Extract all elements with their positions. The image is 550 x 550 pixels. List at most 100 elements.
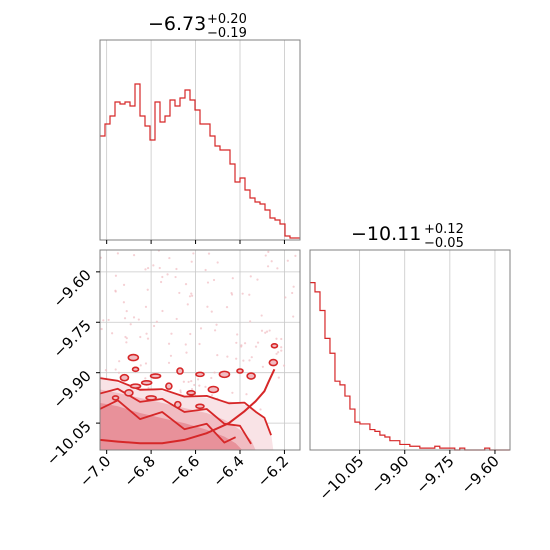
scatter-point: [144, 305, 148, 308]
scatter-point: [235, 357, 238, 360]
param2-title-minus: −0.05: [424, 236, 464, 251]
scatter-point: [146, 288, 149, 291]
scatter-point: [256, 278, 259, 281]
scatter-point: [245, 393, 248, 396]
joint-y-tick-label: −10.05: [43, 417, 95, 469]
joint-y-tick-label: −9.90: [50, 367, 95, 412]
scatter-point: [122, 301, 125, 304]
scatter-point: [144, 377, 147, 380]
scatter-point: [125, 341, 128, 344]
contour-island: [111, 395, 120, 401]
scatter-point: [185, 351, 188, 354]
scatter-point: [187, 380, 190, 384]
scatter-point: [186, 303, 189, 306]
scatter-point: [167, 361, 171, 364]
scatter-point: [270, 260, 273, 263]
scatter-point: [116, 252, 119, 255]
scatter-point: [166, 273, 169, 276]
histogram2-step-line: [310, 282, 510, 451]
scatter-point: [118, 360, 121, 363]
param2-title: −10.11: [351, 223, 421, 245]
histogram2-tick-label: −9.60: [458, 452, 503, 497]
scatter-point: [125, 310, 128, 313]
joint-x-tick-label: −7.0: [76, 452, 114, 490]
param2-title-plus: +0.12: [424, 222, 464, 237]
scatter-point: [193, 383, 196, 387]
scatter-point: [265, 330, 269, 333]
param2-title-value: −10.11: [351, 223, 421, 245]
contour-island: [236, 368, 244, 374]
scatter-point: [213, 329, 217, 332]
histogram2-tick-label: −9.75: [412, 452, 457, 497]
contour-island: [207, 385, 220, 394]
scatter-point: [175, 317, 178, 321]
scatter-point: [114, 368, 117, 371]
contour-island: [246, 372, 256, 380]
scatter-point: [215, 323, 218, 326]
joint-y-tick-label: −9.60: [50, 266, 95, 311]
scatter-point: [111, 332, 114, 335]
histogram2-ticks: −10.05 −9.90 −9.75 −9.60: [315, 450, 503, 504]
scatter-point: [260, 314, 263, 317]
contour-island: [140, 379, 153, 386]
scatter-point: [260, 329, 264, 332]
scatter-point: [267, 250, 270, 253]
scatter-point: [184, 343, 187, 346]
scatter-point: [170, 332, 173, 335]
joint-x-tick-label: −6.6: [165, 452, 203, 490]
scatter-point: [259, 408, 262, 411]
scatter-point: [280, 349, 283, 352]
joint-panel-x-ticks: −7.0 −6.8 −6.6 −6.4 −6.2: [76, 450, 292, 491]
scatter-point: [241, 292, 244, 295]
contour-island: [173, 400, 182, 409]
joint-panel-frame: [99, 249, 301, 451]
scatter-point: [242, 359, 245, 362]
joint-x-tick-label: −6.2: [254, 452, 292, 490]
scatter-point: [198, 384, 201, 387]
joint-panel-content: [100, 250, 297, 450]
scatter-point: [261, 365, 264, 368]
scatter-point: [210, 394, 214, 397]
contour-line: [100, 399, 236, 444]
scatter-point: [145, 332, 148, 335]
scatter-point: [190, 292, 193, 295]
param1-title-plus: +0.20: [207, 12, 247, 27]
scatter-point: [178, 291, 181, 295]
scatter-point: [264, 331, 267, 334]
scatter-point: [216, 261, 219, 264]
contour-island: [268, 358, 279, 367]
contour-island: [218, 370, 231, 379]
scatter-point: [210, 376, 213, 380]
scatter-point: [189, 332, 192, 336]
joint-x-tick-label: −6.8: [120, 452, 158, 490]
scatter-point: [196, 378, 200, 381]
scatter-point: [256, 341, 260, 344]
scatter-point: [179, 389, 182, 392]
scatter-point: [125, 337, 128, 340]
scatter-point: [292, 315, 295, 318]
scatter-point: [129, 323, 132, 326]
marginal-histogram-param2: −10.05 −9.90 −9.75 −9.60 −10.11 +0.12 −0.05: [309, 222, 511, 504]
contour-island: [145, 395, 157, 401]
scatter-point: [161, 275, 164, 279]
scatter-point: [275, 337, 278, 340]
scatter-point: [254, 345, 258, 348]
contour-island: [124, 389, 134, 397]
joint-x-tick-label: −6.4: [209, 452, 247, 490]
scatter-point: [276, 267, 279, 270]
scatter-point: [280, 346, 283, 349]
scatter-point: [212, 278, 216, 282]
scatter-point: [182, 380, 185, 383]
scatter-point: [114, 274, 118, 277]
scatter-point: [152, 264, 155, 267]
contour-island: [119, 373, 130, 382]
scatter-point: [266, 265, 270, 268]
contour-island: [270, 342, 279, 349]
scatter-point: [206, 305, 209, 308]
scatter-point: [144, 268, 147, 271]
scatter-point: [206, 281, 210, 284]
scatter-point: [294, 254, 297, 257]
scatter-point: [146, 337, 150, 340]
contour-island: [149, 373, 162, 379]
